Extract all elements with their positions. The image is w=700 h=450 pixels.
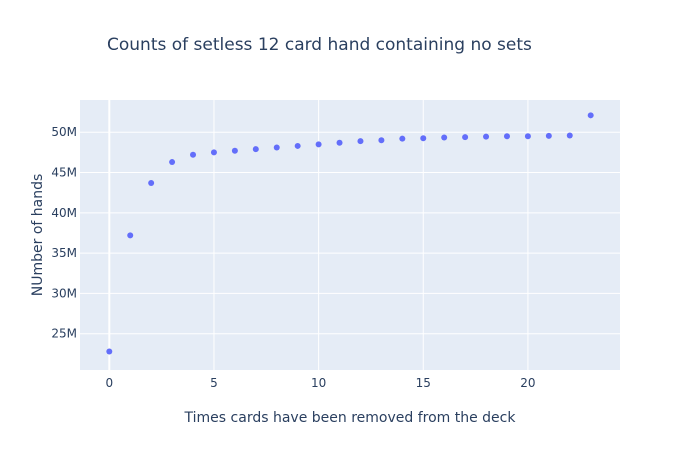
x-axis-title: Times cards have been removed from the d…	[184, 410, 517, 426]
data-point[interactable]	[273, 144, 280, 151]
data-point[interactable]	[315, 141, 322, 148]
data-point[interactable]	[148, 180, 155, 187]
y-tick-label: 50M	[51, 125, 77, 139]
data-points	[106, 112, 594, 355]
x-tick-label: 0	[105, 376, 113, 390]
plot-area	[80, 100, 620, 370]
x-tick-label: 5	[210, 376, 218, 390]
data-point[interactable]	[190, 151, 197, 158]
data-point[interactable]	[420, 135, 427, 142]
x-tick-label: 20	[520, 376, 535, 390]
tick-labels: 0 5 10 15 20 25M 30M 35M 40M 45M 50M	[51, 125, 535, 390]
data-point[interactable]	[462, 134, 469, 141]
data-point[interactable]	[127, 232, 134, 239]
data-point[interactable]	[378, 137, 385, 144]
y-axis-title: NUmber of hands	[30, 174, 46, 297]
data-point[interactable]	[566, 132, 573, 139]
data-point[interactable]	[336, 139, 343, 146]
data-point[interactable]	[399, 135, 406, 142]
data-point[interactable]	[169, 159, 176, 166]
data-point[interactable]	[483, 133, 490, 140]
y-tick-label: 40M	[51, 206, 77, 220]
data-point[interactable]	[357, 138, 364, 145]
data-point[interactable]	[503, 133, 510, 140]
data-point[interactable]	[587, 112, 594, 119]
data-point[interactable]	[210, 149, 217, 156]
x-tick-label: 15	[416, 376, 431, 390]
data-point[interactable]	[106, 348, 113, 355]
y-tick-label: 35M	[51, 246, 77, 260]
y-tick-label: 45M	[51, 166, 77, 180]
data-point[interactable]	[441, 134, 448, 141]
x-tick-label: 10	[311, 376, 326, 390]
y-tick-label: 30M	[51, 286, 77, 300]
data-point[interactable]	[231, 147, 238, 154]
data-point[interactable]	[524, 133, 531, 140]
y-tick-label: 25M	[51, 327, 77, 341]
chart-title: Counts of setless 12 card hand containin…	[107, 35, 532, 55]
data-point[interactable]	[252, 146, 259, 153]
data-point[interactable]	[294, 142, 301, 149]
data-point[interactable]	[545, 132, 552, 139]
